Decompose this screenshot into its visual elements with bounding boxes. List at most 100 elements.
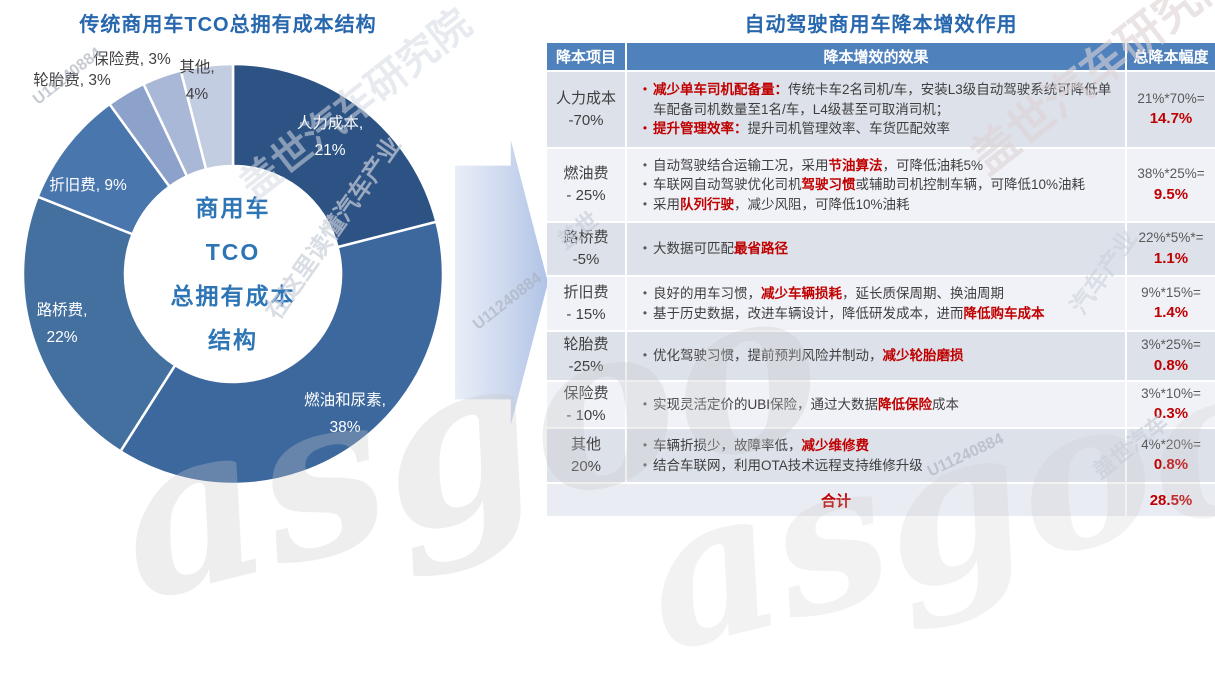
total-value: 9.5%	[1153, 185, 1189, 203]
item-cell: 折旧费 - 15%	[547, 277, 625, 330]
item-line: 轮胎费	[563, 336, 609, 354]
bullet-marker: •	[642, 285, 648, 300]
plain-text: 成本	[932, 396, 960, 412]
effects-cell: • 实现灵活定价的UBI保险，通过大数据降低保险成本	[627, 382, 1125, 427]
table-header-cell: 降本增效的效果	[627, 43, 1125, 70]
item-line: 燃油费	[563, 165, 609, 183]
effect-bullet: • 车联网自动驾驶优化司机驾驶习惯或辅助司机控制车辆，可降低10%油耗	[637, 175, 1117, 195]
highlighted-text: 降低购车成本	[963, 305, 1045, 321]
pie-slice-label: 人力成本, 21%	[297, 114, 363, 159]
plain-text: 实现灵活定价的UBI保险，通过大数据	[653, 396, 879, 412]
bullet-marker: •	[642, 196, 648, 211]
item-cell: 路桥费 -5%	[547, 223, 625, 275]
effect-bullet: • 优化驾驶习惯，提前预判风险并制动，减少轮胎磨损	[637, 346, 1117, 366]
bullet-text: 减少单车司机配备量：传统卡车2名司机/车，安装L3级自动驾驶系统可降低单车配备司…	[653, 80, 1117, 119]
pie-slice	[118, 220, 445, 486]
total-expression: 9%*15%=	[1141, 284, 1201, 300]
highlighted-text: 减少维修费	[801, 437, 870, 453]
effects-cell: • 车辆折损少，故障率低，减少维修费 • 结合车联网，利用OTA技术远程支持维修升级	[627, 429, 1125, 482]
donut-center-text: 商用车 TCO 总拥有成本 结构	[171, 186, 296, 362]
effects-cell: • 良好的用车习惯，减少车辆损耗，延长质保周期、换油周期 • 基于历史数据，改进车辆设…	[627, 277, 1125, 330]
bullet-text: 优化驾驶习惯，提前预判风险并制动，减少轮胎磨损	[653, 346, 1117, 366]
total-reduction-cell: 21%*70%= 14.7%	[1127, 72, 1215, 147]
effect-bullet: • 基于历史数据，改进车辆设计，降低研发成本，进而降低购车成本	[637, 304, 1117, 324]
plain-text: 提升司机管理效率、车货匹配效率	[747, 121, 951, 137]
bullet-marker: •	[642, 121, 648, 136]
right-arrow-shape	[455, 140, 548, 425]
bullet-marker: •	[642, 157, 648, 172]
grand-total-label: 合计	[547, 484, 1125, 516]
effect-bullet: • 自动驾驶结合运输工况，采用节油算法，可降低油耗5%	[637, 156, 1117, 176]
item-line: 20%	[570, 457, 602, 475]
total-expression: 3%*25%=	[1141, 337, 1201, 353]
pie-slice-label: 其他, 4%	[179, 58, 214, 103]
cost-reduction-table: 降本项目 降本增效的效果 总降本幅度 人力成本 -70% • 减少单车司机配备量：传统卡车2…	[547, 43, 1215, 516]
total-expression: 38%*25%=	[1137, 166, 1205, 182]
total-value: 0.8%	[1153, 456, 1189, 474]
donut-center-line: TCO	[205, 239, 261, 265]
item-cell: 人力成本 -70%	[547, 72, 625, 147]
table-header-cell: 降本项目	[547, 43, 625, 70]
total-expression: 3%*10%=	[1141, 385, 1201, 401]
highlighted-text: 最省路径	[734, 241, 788, 257]
plain-text: 基于历史数据，改进车辆设计，降低研发成本，进而	[653, 305, 964, 321]
plain-text: ，可降低油耗5%	[882, 157, 984, 173]
pie-slice-label: 燃油和尿素, 38%	[304, 391, 386, 436]
bullet-text: 提升管理效率：提升司机管理效率、车货匹配效率	[653, 119, 1117, 139]
plain-text: 大数据可匹配	[653, 241, 734, 257]
highlighted-text: 减少单车司机配备量：	[653, 82, 788, 98]
bullet-text: 自动驾驶结合运输工况，采用节油算法，可降低油耗5%	[653, 156, 1117, 176]
bullet-marker: •	[642, 305, 648, 320]
item-line: - 25%	[566, 187, 606, 204]
total-reduction-cell: 4%*20%= 0.8%	[1127, 429, 1215, 482]
plain-text: ，减少风阻，可降低10%油耗	[734, 196, 910, 212]
highlighted-text: 队列行驶	[680, 196, 734, 212]
total-expression: 21%*70%=	[1137, 90, 1205, 106]
plain-text: 车联网自动驾驶优化司机	[653, 177, 802, 193]
bullet-text: 实现灵活定价的UBI保险，通过大数据降低保险成本	[653, 395, 1117, 415]
tco-donut-chart: 人力成本, 21% 燃油和尿素, 38% 路桥费, 22% 折旧费, 9% 轮胎费, 3% 保险…	[21, 50, 445, 486]
total-reduction-cell: 9%*15%= 1.4%	[1127, 277, 1215, 330]
highlighted-text: 节油算法	[828, 157, 883, 173]
bullet-marker: •	[642, 348, 648, 363]
bullet-marker: •	[642, 437, 648, 452]
effect-bullet: • 良好的用车习惯，减少车辆损耗，延长质保周期、换油周期	[637, 284, 1117, 304]
table-header-cell: 总降本幅度	[1127, 43, 1215, 70]
bullet-text: 采用队列行驶，减少风阻，可降低10%油耗	[653, 195, 1117, 215]
table-title: 自动驾驶商用车降本增效作用	[744, 14, 1018, 36]
plain-text: 车辆折损少，故障率低，	[653, 437, 802, 453]
pie-chart-title: 传统商用车TCO总拥有成本结构	[79, 14, 377, 36]
grand-total-cell: 28.5%	[1127, 484, 1215, 516]
bullet-marker: •	[642, 241, 648, 256]
bullet-text: 车联网自动驾驶优化司机驾驶习惯或辅助司机控制车辆，可降低10%油耗	[653, 175, 1117, 195]
total-value: 0.3%	[1153, 405, 1189, 423]
pie-slice	[231, 62, 438, 249]
total-reduction-cell: 22%*5%*= 1.1%	[1127, 223, 1215, 275]
donut-center-line: 商用车	[195, 195, 271, 221]
pie-slice-label: 保险费, 3%	[93, 50, 171, 68]
pie-slice-label: 折旧费, 9%	[49, 176, 127, 194]
bullet-marker: •	[642, 457, 648, 472]
effects-cell: • 大数据可匹配最省路径	[627, 223, 1125, 275]
bullet-text: 良好的用车习惯，减少车辆损耗，延长质保周期、换油周期	[653, 284, 1117, 304]
item-line: -25%	[568, 358, 604, 375]
plain-text: 传统卡车2名司机/车，安装L3级自动驾驶系统可降低单车配备司机数量至1名/车，L…	[653, 82, 1112, 117]
item-cell: 燃油费 - 25%	[547, 149, 625, 221]
item-line: - 15%	[566, 305, 606, 323]
effect-bullet: • 提升管理效率：提升司机管理效率、车货匹配效率	[637, 119, 1117, 139]
total-expression: 4%*20%=	[1141, 436, 1201, 452]
plain-text: 自动驾驶结合运输工况，采用	[653, 157, 829, 173]
item-cell: 保险费 - 10%	[547, 382, 625, 427]
effect-bullet: • 减少单车司机配备量：传统卡车2名司机/车，安装L3级自动驾驶系统可降低单车配备…	[637, 80, 1117, 119]
bullet-marker: •	[642, 396, 648, 411]
pie-slice	[21, 195, 177, 454]
item-line: 人力成本	[555, 89, 616, 107]
total-value: 0.8%	[1153, 356, 1189, 374]
bullet-text: 大数据可匹配最省路径	[653, 239, 1117, 259]
total-expression: 22%*5%*=	[1138, 230, 1204, 246]
donut-center-line: 总拥有成本	[170, 283, 296, 309]
item-line: 路桥费	[563, 229, 609, 247]
pie-slice-label: 路桥费, 22%	[37, 301, 88, 346]
plain-text: 采用	[653, 196, 680, 212]
effect-bullet: • 大数据可匹配最省路径	[637, 239, 1117, 259]
